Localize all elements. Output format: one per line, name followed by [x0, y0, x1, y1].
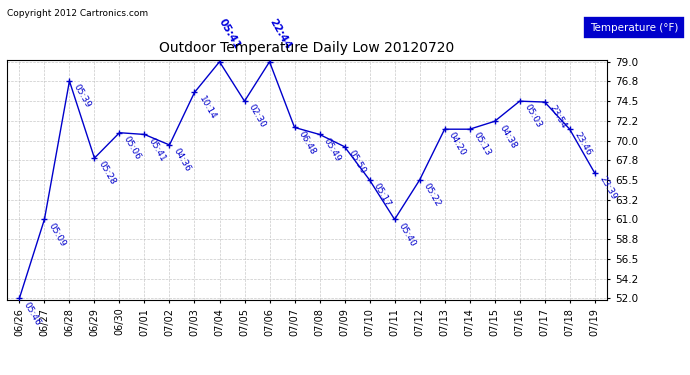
Title: Outdoor Temperature Daily Low 20120720: Outdoor Temperature Daily Low 20120720 [159, 40, 455, 55]
Text: 23:54: 23:54 [547, 104, 568, 130]
Text: 04:20: 04:20 [447, 131, 468, 158]
Text: Temperature (°F): Temperature (°F) [590, 23, 678, 33]
Text: 10:14: 10:14 [197, 94, 217, 121]
Text: 04:36: 04:36 [172, 147, 193, 174]
Text: 05:41: 05:41 [147, 136, 168, 163]
Text: 05:46: 05:46 [22, 300, 43, 327]
Text: 05:17: 05:17 [372, 182, 393, 209]
Text: 23:39: 23:39 [598, 175, 618, 201]
Text: 05:06: 05:06 [122, 135, 143, 161]
Text: 05:41: 05:41 [217, 18, 242, 51]
Text: Copyright 2012 Cartronics.com: Copyright 2012 Cartronics.com [7, 9, 148, 18]
Text: 04:38: 04:38 [497, 123, 518, 150]
Text: 05:49: 05:49 [322, 136, 343, 163]
Text: 22:44: 22:44 [267, 17, 293, 51]
Text: 06:48: 06:48 [297, 129, 317, 156]
Text: 05:28: 05:28 [97, 160, 117, 187]
Text: 05:13: 05:13 [472, 131, 493, 158]
Text: 05:22: 05:22 [422, 182, 443, 209]
Text: 02:30: 02:30 [247, 103, 268, 130]
Text: 23:46: 23:46 [572, 131, 593, 158]
Text: 05:50: 05:50 [347, 148, 368, 176]
Text: 05:09: 05:09 [47, 221, 68, 248]
Text: 05:40: 05:40 [397, 221, 417, 248]
Text: 05:03: 05:03 [522, 103, 543, 130]
Text: 05:39: 05:39 [72, 83, 92, 110]
